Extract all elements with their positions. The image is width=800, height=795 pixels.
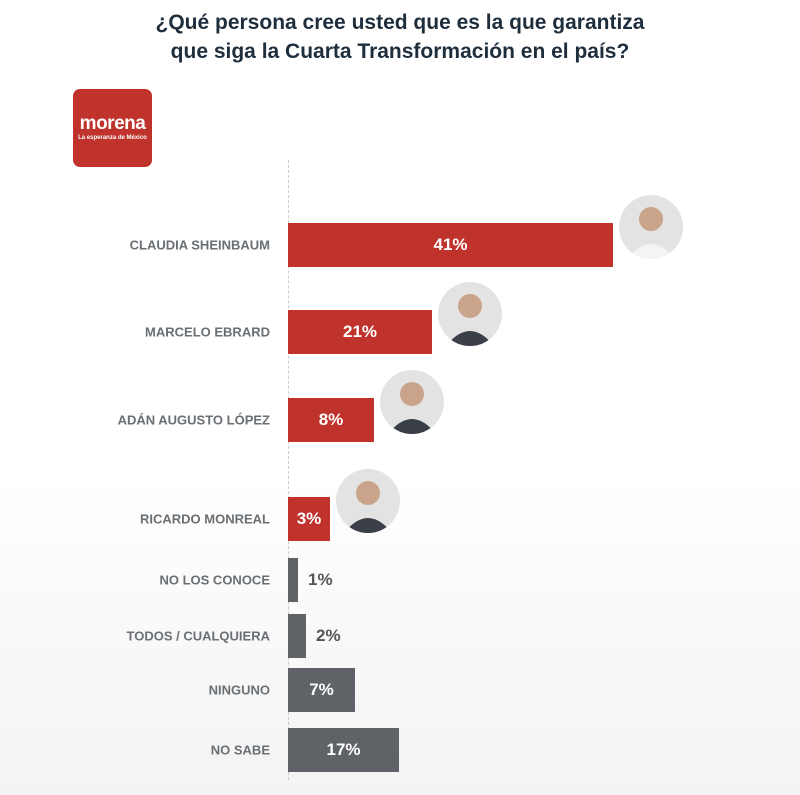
category-label: MARCELO EBRARD [145,324,270,340]
bar: 7% [288,668,355,712]
candidate-photo [380,370,444,434]
bar: 17% [288,728,399,772]
data-label: 3% [296,509,322,528]
data-label: 7% [309,680,334,699]
category-label: RICARDO MONREAL [140,511,270,527]
data-label: 41% [433,235,468,254]
candidate-photo [438,282,502,346]
logo-name: morena [79,113,146,134]
candidate-photo [619,195,683,259]
bar: 3% [288,497,330,541]
bar: 41% [288,223,613,267]
bar: 21% [288,310,432,354]
data-label: 2% [316,626,341,645]
data-label: 17% [326,740,361,759]
category-label: NO SABE [210,742,270,758]
category-label: TODOS / CUALQUIERA [126,628,271,644]
bar: 8% [288,398,374,442]
axis-line [288,160,289,780]
data-label: 8% [318,410,344,429]
bar [288,558,298,602]
category-label: ADÁN AUGUSTO LÓPEZ [117,412,270,428]
logo-tagline: La esperanza de México [78,135,147,141]
category-label: NO LOS CONOCE [159,572,270,588]
data-label: 21% [342,322,378,341]
chart-title: ¿Qué persona cree usted que es la que ga… [155,11,645,63]
bar [288,614,306,658]
category-label: CLAUDIA SHEINBAUM [129,237,270,253]
morena-logo: morena La esperanza de México [73,89,152,167]
candidate-photo [336,469,400,533]
category-label: NINGUNO [208,682,270,698]
data-label: 1% [308,570,333,589]
